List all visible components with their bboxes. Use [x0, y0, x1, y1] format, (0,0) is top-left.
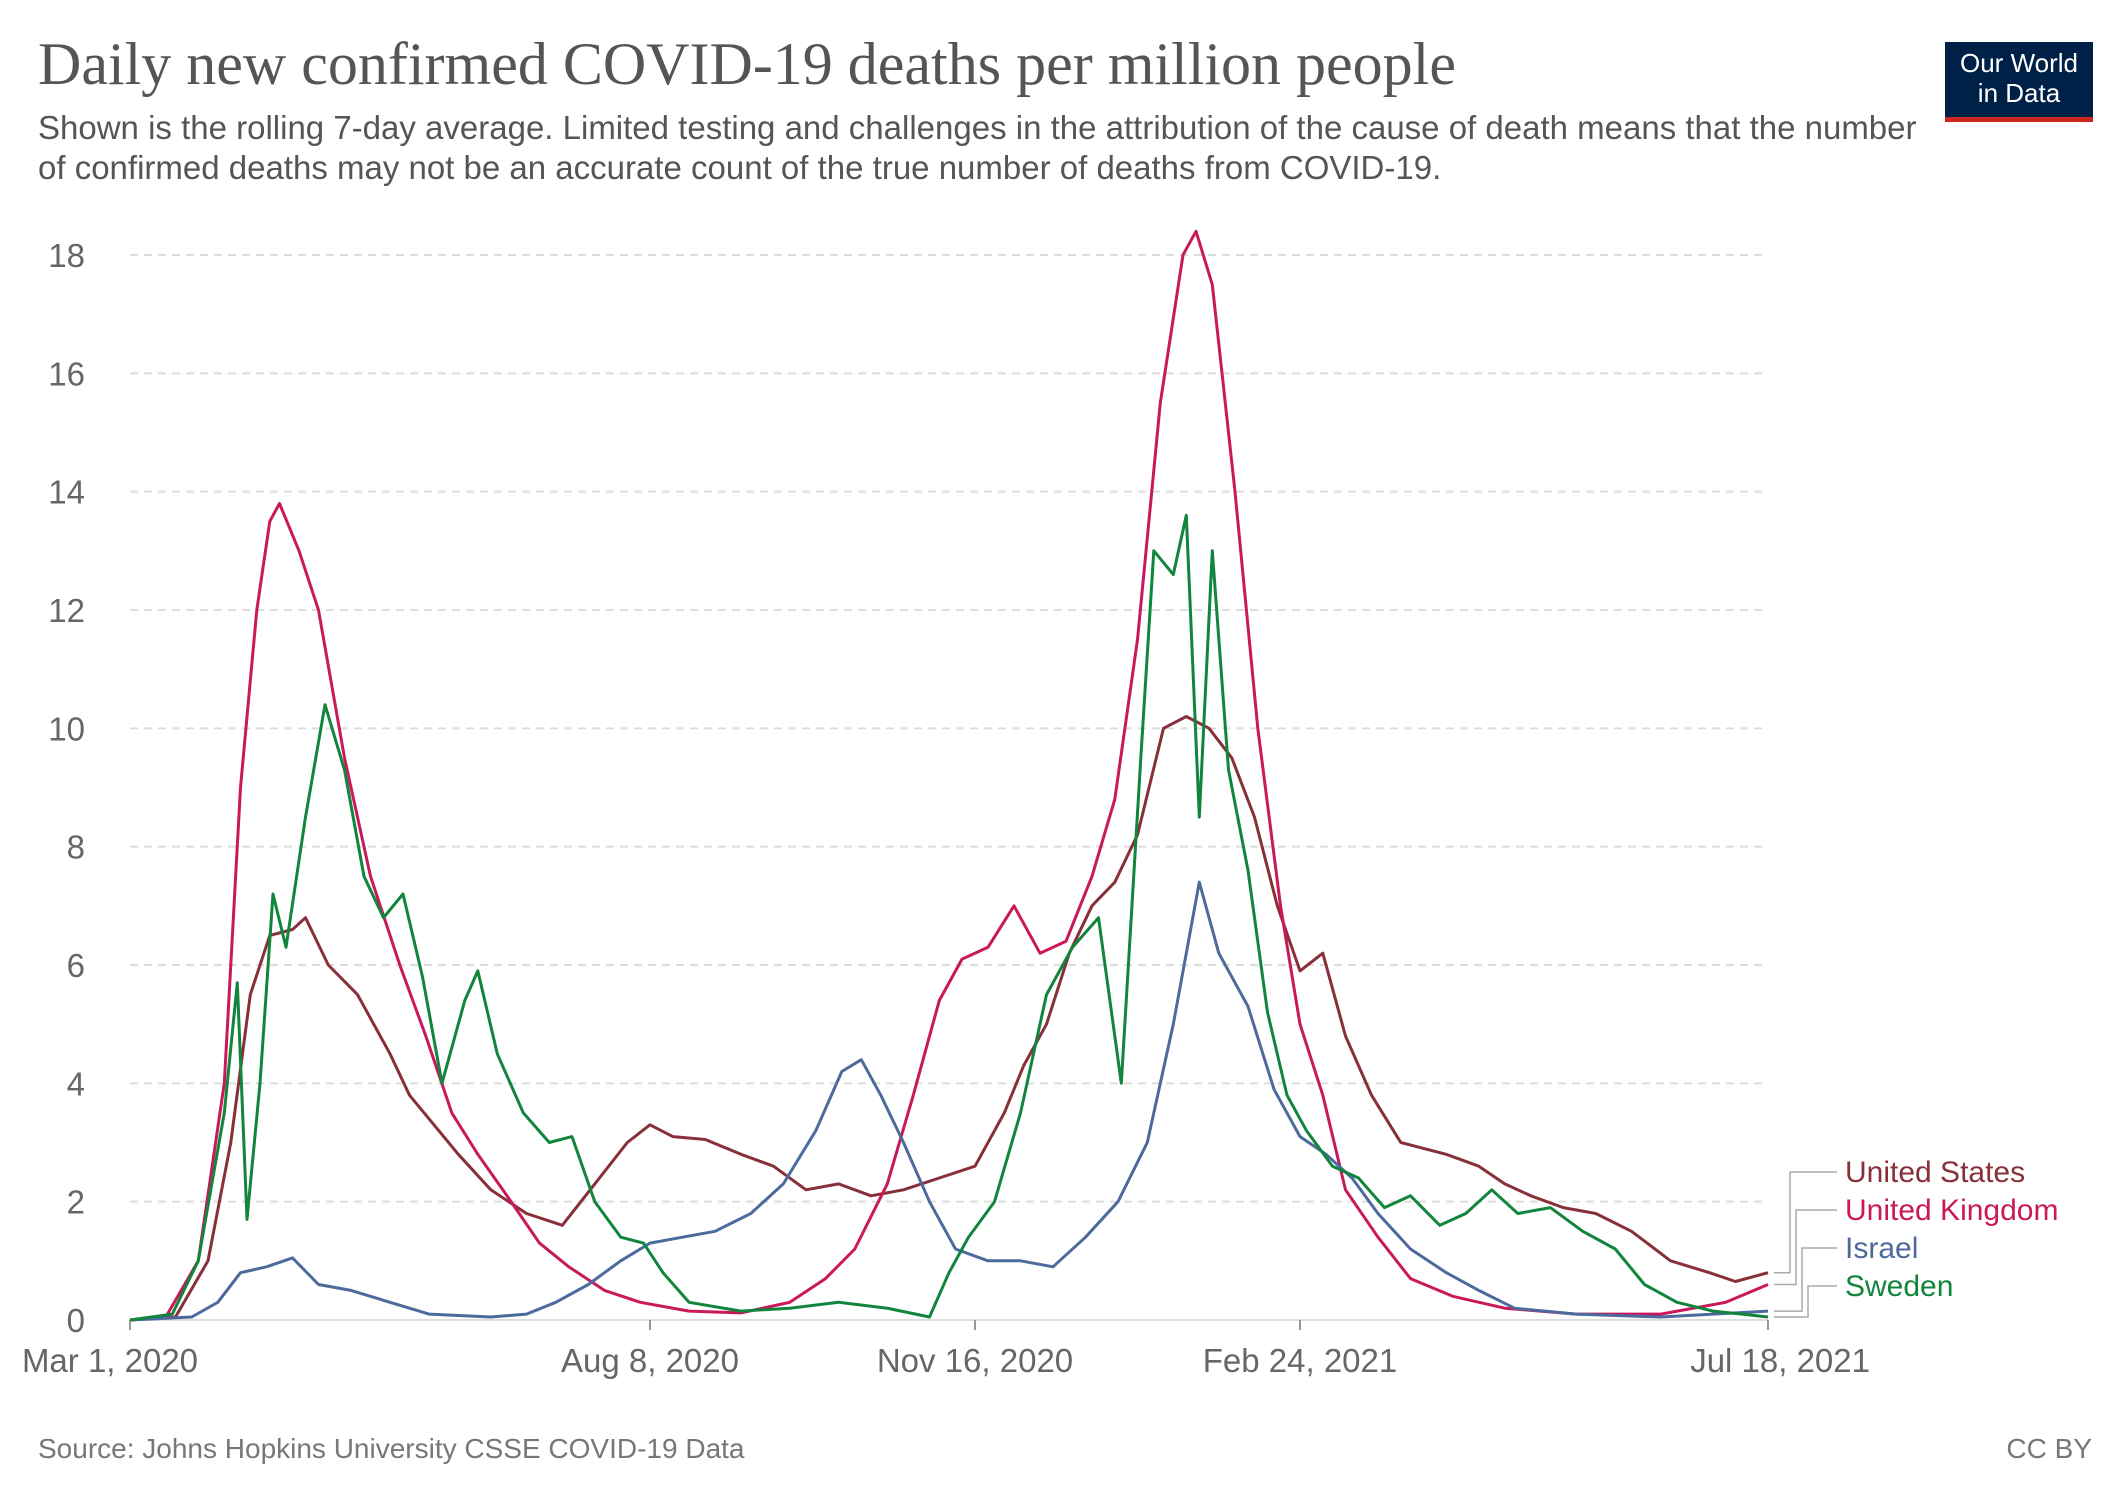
legend-connector [1774, 1247, 1837, 1312]
x-axis-ticks: Mar 1, 2020 Aug 8, 2020 Nov 16, 2020 Feb 24… [22, 1320, 1870, 1379]
legend-connector [1774, 1285, 1837, 1318]
legend: United States United Kingdom Israel Sweden [1774, 1156, 2058, 1318]
legend-label-sweden[interactable]: Sweden [1845, 1270, 1953, 1303]
logo-line-2: in Data [1977, 78, 2061, 108]
y-tick-label: 14 [48, 474, 85, 511]
series-line-united-kingdom[interactable] [129, 229, 1769, 1322]
y-tick-label: 8 [67, 829, 85, 866]
grid-lines [130, 254, 1768, 1321]
source-note: Source: Johns Hopkins University CSSE CO… [38, 1433, 745, 1464]
chart-subtitle: Shown is the rolling 7-day average. Limi… [38, 109, 1917, 186]
legend-label-israel[interactable]: Israel [1845, 1232, 1918, 1265]
y-axis-ticks: 0 2 4 6 8 10 12 14 16 18 [48, 237, 85, 1339]
x-tick-label: Jul 18, 2021 [1690, 1342, 1870, 1379]
legend-label-united-kingdom[interactable]: United Kingdom [1845, 1194, 2058, 1227]
legend-connector [1774, 1209, 1837, 1286]
owid-logo[interactable]: Our World in Data [1945, 42, 2093, 122]
chart-title: Daily new confirmed COVID-19 deaths per … [38, 31, 1456, 97]
series-lines [129, 229, 1769, 1322]
x-tick-label: Mar 1, 2020 [22, 1342, 198, 1379]
y-tick-label: 2 [67, 1184, 85, 1221]
series-line-sweden[interactable] [129, 513, 1769, 1322]
x-tick-label: Feb 24, 2021 [1203, 1342, 1398, 1379]
y-tick-label: 18 [48, 237, 85, 274]
y-tick-label: 10 [48, 710, 85, 747]
y-tick-label: 6 [67, 947, 85, 984]
y-tick-label: 16 [48, 355, 85, 392]
x-tick-label: Aug 8, 2020 [561, 1342, 739, 1379]
logo-line-1: Our World [1960, 48, 2078, 78]
y-tick-label: 12 [48, 592, 85, 629]
series-line-united-states[interactable] [129, 715, 1769, 1322]
legend-label-united-states[interactable]: United States [1845, 1156, 2025, 1189]
x-tick-label: Nov 16, 2020 [877, 1342, 1073, 1379]
series-line-israel[interactable] [129, 880, 1769, 1322]
license-link[interactable]: CC BY [2006, 1433, 2092, 1464]
legend-connector [1774, 1171, 1837, 1274]
y-tick-label: 4 [67, 1065, 85, 1102]
y-tick-label: 0 [67, 1302, 85, 1339]
line-chart: 0 2 4 6 8 10 12 14 16 18 Mar 1, 2020 Aug 8, 2020 No… [22, 229, 2058, 1379]
